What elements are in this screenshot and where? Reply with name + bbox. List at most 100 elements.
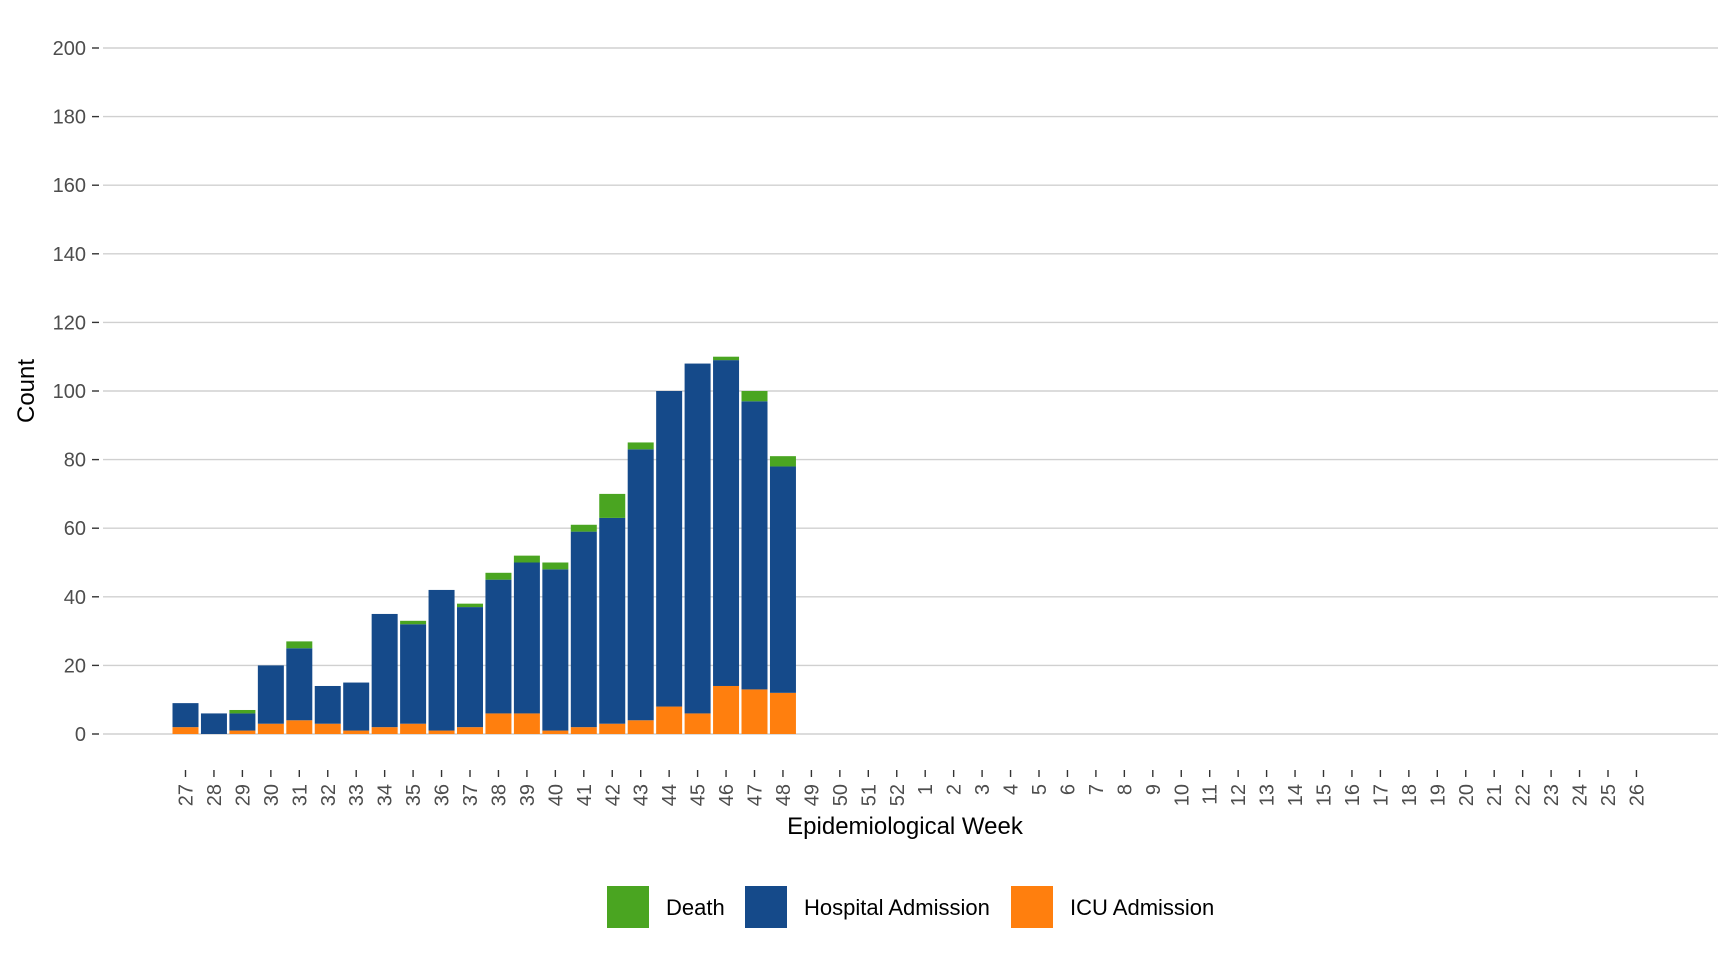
x-tick-label: 16 (1342, 784, 1364, 806)
legend-item-hospital-admission: Hospital Admission (745, 886, 990, 928)
legend-label: ICU Admission (1070, 895, 1214, 920)
bar-hospital-admission-week-29 (229, 713, 256, 731)
bar-icu-admission-week-27 (172, 727, 199, 734)
legend-swatch (607, 886, 649, 928)
bar-icu-admission-week-37 (457, 727, 483, 734)
bar-icu-admission-week-43 (627, 720, 654, 734)
x-tick-label: 49 (801, 784, 823, 806)
x-tick-label: 48 (773, 784, 795, 806)
bar-hospital-admission-week-38 (485, 579, 512, 714)
bar-icu-admission-week-38 (485, 713, 512, 734)
x-tick-label: 38 (488, 784, 510, 806)
x-tick-label: 19 (1427, 784, 1449, 806)
gridlines (103, 47, 1718, 735)
legend-label: Hospital Admission (804, 895, 990, 920)
x-tick-label: 15 (1314, 784, 1336, 806)
bar-hospital-admission-week-48 (769, 466, 796, 693)
x-tick-label: 52 (887, 784, 909, 806)
x-tick-label: 8 (1114, 784, 1136, 795)
x-tick-label: 1 (915, 784, 937, 795)
x-tick-label: 50 (830, 784, 852, 806)
x-tick-label: 34 (375, 784, 397, 806)
x-tick-label: 37 (460, 784, 482, 806)
x-tick-label: 7 (1086, 784, 1108, 795)
x-tick-label: 10 (1171, 784, 1193, 806)
x-tick-label: 39 (517, 784, 539, 806)
x-axis-title: Epidemiological Week (787, 813, 1024, 840)
bar-death-week-41 (570, 524, 597, 532)
x-tick-label: 2 (944, 784, 966, 795)
bars (172, 356, 796, 734)
bar-icu-admission-week-31 (286, 720, 313, 734)
bar-icu-admission-week-39 (513, 713, 540, 734)
bar-icu-admission-week-48 (769, 692, 796, 734)
bar-hospital-admission-week-41 (570, 531, 597, 728)
legend-item-icu-admission: ICU Admission (1011, 886, 1214, 928)
x-tick-label: 11 (1200, 784, 1222, 805)
x-tick-label: 22 (1513, 784, 1535, 806)
bar-icu-admission-week-41 (570, 727, 597, 734)
x-tick-label: 29 (232, 784, 254, 806)
x-tick-label: 20 (1456, 784, 1478, 806)
y-tick-label: 0 (75, 724, 86, 746)
x-tick-label: 30 (261, 784, 283, 806)
bar-hospital-admission-week-27 (172, 703, 199, 728)
x-tick-label: 23 (1541, 784, 1563, 806)
x-tick-label: 31 (289, 784, 311, 806)
x-tick-label: 27 (176, 784, 198, 806)
x-tick-label: 46 (716, 784, 738, 806)
x-tick-label: 40 (545, 784, 567, 806)
x-tick-label: 18 (1399, 784, 1421, 806)
bar-hospital-admission-week-33 (343, 682, 370, 731)
bar-hospital-admission-week-39 (513, 562, 540, 714)
x-tick-label: 41 (574, 784, 596, 806)
x-tick-label: 32 (318, 784, 340, 806)
bar-hospital-admission-week-43 (627, 449, 654, 721)
bar-hospital-admission-week-42 (599, 517, 626, 724)
y-axis: 0 20 40 60 80 100 120 140 160 180 200 (53, 38, 99, 746)
bar-hospital-admission-week-45 (684, 363, 711, 714)
bar-death-week-38 (485, 572, 512, 580)
bar-icu-admission-week-36 (428, 730, 455, 734)
x-tick-label: 17 (1370, 784, 1392, 806)
x-tick-label: 4 (1001, 784, 1023, 795)
bar-hospital-admission-week-30 (257, 665, 284, 724)
bar-death-week-35 (400, 620, 427, 625)
bar-icu-admission-week-32 (314, 723, 341, 734)
bar-death-week-43 (627, 442, 654, 450)
y-tick-label: 80 (64, 450, 86, 472)
bar-hospital-admission-week-37 (457, 607, 483, 728)
x-tick-label: 24 (1570, 784, 1592, 806)
bar-hospital-admission-week-35 (400, 624, 427, 724)
x-tick-label: 28 (204, 784, 226, 806)
x-tick-label: 35 (403, 784, 425, 806)
x-tick-label: 45 (688, 784, 710, 806)
y-tick-label: 20 (64, 655, 86, 677)
bar-icu-admission-week-40 (542, 730, 569, 734)
y-tick-label: 180 (53, 107, 86, 129)
x-tick-label: 44 (659, 784, 681, 806)
y-axis-title: Count (13, 359, 40, 423)
x-tick-label: 36 (432, 784, 454, 806)
x-tick-label: 42 (602, 784, 624, 806)
bar-hospital-admission-week-32 (314, 685, 341, 724)
bar-icu-admission-week-29 (229, 730, 256, 734)
bar-death-week-37 (457, 603, 483, 608)
bar-death-week-39 (513, 555, 540, 563)
bar-hospital-admission-week-44 (656, 391, 683, 707)
y-tick-label: 120 (53, 312, 86, 334)
x-tick-label: 9 (1143, 784, 1165, 795)
bar-death-week-31 (286, 641, 313, 649)
bar-death-week-46 (713, 356, 740, 361)
x-tick-label: 26 (1626, 784, 1648, 806)
bar-hospital-admission-week-28 (200, 713, 227, 734)
x-tick-label: 12 (1228, 784, 1250, 806)
x-tick-label: 3 (972, 784, 994, 795)
y-tick-label: 160 (53, 175, 86, 197)
bar-death-week-29 (229, 709, 256, 714)
y-tick-label: 40 (64, 587, 86, 609)
bar-hospital-admission-week-34 (371, 613, 398, 728)
x-tick-label: 14 (1285, 784, 1307, 806)
bar-hospital-admission-week-46 (713, 360, 740, 686)
